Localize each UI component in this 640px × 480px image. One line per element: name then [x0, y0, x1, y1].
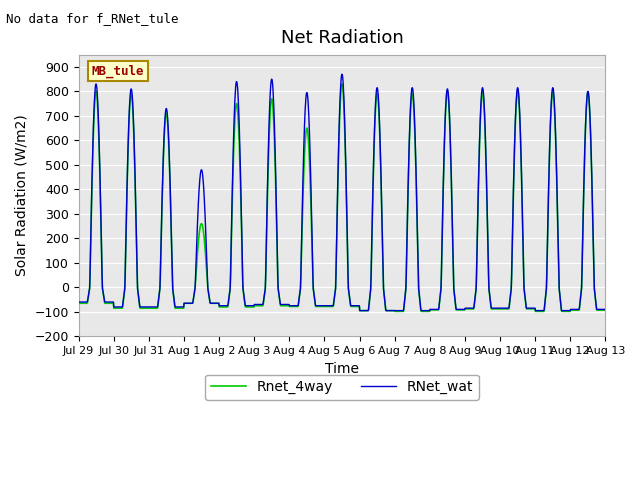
- Rnet_4way: [540, 309, 547, 314]
- Rnet_4way: [179, 305, 187, 311]
- RNet_wat: [75, 299, 83, 305]
- RNet_wat: [424, 308, 432, 313]
- Line: Rnet_4way: Rnet_4way: [79, 84, 605, 312]
- Rnet_4way: [192, 275, 200, 281]
- Text: MB_tule: MB_tule: [92, 64, 144, 78]
- X-axis label: Time: Time: [325, 361, 359, 376]
- RNet_wat: [338, 72, 346, 77]
- Rnet_4way: [75, 300, 83, 306]
- RNet_wat: [192, 267, 200, 273]
- Text: No data for f_RNet_tule: No data for f_RNet_tule: [6, 12, 179, 25]
- Rnet_4way: [251, 303, 259, 309]
- RNet_wat: [493, 305, 501, 311]
- Line: RNet_wat: RNet_wat: [79, 74, 605, 311]
- RNet_wat: [251, 301, 259, 307]
- RNet_wat: [179, 304, 187, 310]
- Rnet_4way: [424, 309, 432, 314]
- RNet_wat: [540, 308, 547, 313]
- RNet_wat: [356, 308, 364, 313]
- Y-axis label: Solar Radiation (W/m2): Solar Radiation (W/m2): [15, 115, 29, 276]
- Legend: Rnet_4way, RNet_wat: Rnet_4way, RNet_wat: [205, 374, 479, 400]
- Rnet_4way: [602, 307, 609, 313]
- Rnet_4way: [391, 309, 399, 314]
- Rnet_4way: [338, 81, 346, 87]
- Rnet_4way: [493, 306, 501, 312]
- Title: Net Radiation: Net Radiation: [280, 29, 403, 48]
- RNet_wat: [602, 307, 609, 312]
